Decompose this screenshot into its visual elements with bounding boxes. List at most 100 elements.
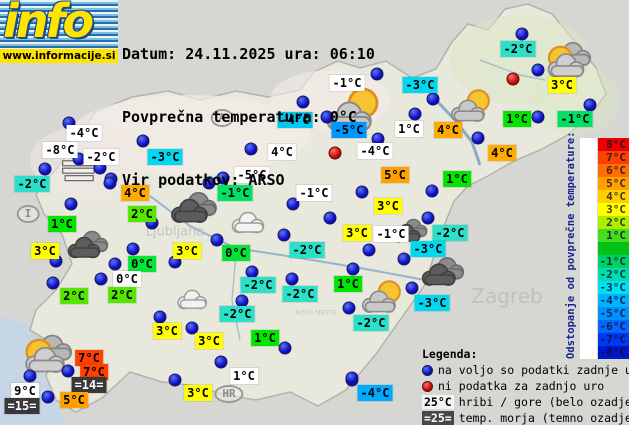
station-temp-label: 2°C xyxy=(108,287,136,303)
road-marker-hr: HR xyxy=(214,385,244,403)
station-dot-blue xyxy=(202,176,216,190)
logo-site-link[interactable]: www.informacije.si xyxy=(0,49,118,63)
station-temp-label: 7°C xyxy=(75,350,103,366)
scale-cell: -6°C xyxy=(598,320,629,333)
station-temp-label: -5°C xyxy=(234,167,270,183)
station-dot-blue xyxy=(323,211,337,225)
station-temp-label: 3°C xyxy=(343,225,371,241)
scale-cell: 2°C xyxy=(598,216,629,229)
station-dot-blue xyxy=(216,171,230,185)
scale-cell: 7°C xyxy=(598,151,629,164)
station-temp-label: 2°C xyxy=(60,288,88,304)
scale-cell: -3°C xyxy=(598,281,629,294)
station-dot-red xyxy=(506,72,520,86)
scale-cell: -2°C xyxy=(598,268,629,281)
scale-cell xyxy=(598,242,629,255)
station-temp-label: 1°C xyxy=(230,368,258,384)
scale-cell: 4°C xyxy=(598,190,629,203)
station-dot-blue xyxy=(214,355,228,369)
legend-item: 25°C hribi / gore (belo ozadje) xyxy=(422,395,629,409)
light-cloud-icon xyxy=(227,204,273,244)
station-temp-label: -3°C xyxy=(410,241,446,257)
legend-chip: 25°C xyxy=(422,395,454,409)
station-temp-label: 9°C xyxy=(11,383,39,399)
header-avg-temp-line: Povprečna temperatura: 0°C xyxy=(122,108,357,126)
temperature-color-scale: 8°C 7°C 6°C 5°C 4°C 3°C 2°C 1°C -1°C -2°C -3°C -4°C… xyxy=(598,138,629,359)
station-dot-blue xyxy=(38,162,52,176)
scale-cell: 8°C xyxy=(598,138,629,151)
scale-cell: -1°C xyxy=(598,255,629,268)
station-temp-label: -2°C xyxy=(83,149,119,165)
station-temp-label: -2°C xyxy=(500,41,536,57)
station-temp-label: 4°C xyxy=(488,145,516,161)
station-temp-label: -2°C xyxy=(14,176,50,192)
header-date-line: Datum: 24.11.2025 ura: 06:10 xyxy=(122,45,375,63)
station-dot-blue xyxy=(583,98,597,112)
legend-item-text: na voljo so podatki zadnje ure xyxy=(438,363,629,377)
scale-cell: -4°C xyxy=(598,294,629,307)
station-dot-blue xyxy=(531,110,545,124)
station-temp-label: 4°C xyxy=(434,122,462,138)
station-temp-label: 1°C xyxy=(503,111,531,127)
station-dot-blue xyxy=(94,272,108,286)
station-temp-label: -1°C xyxy=(373,226,409,242)
station-temp-label: -1°C xyxy=(329,75,365,91)
station-dot-blue xyxy=(346,262,360,276)
station-temp-label: -4°C xyxy=(277,112,313,128)
station-temp-label: 1°C xyxy=(251,330,279,346)
city-label: Zagreb xyxy=(471,284,543,308)
sun-cloud-icon xyxy=(446,87,494,129)
scale-cell: -7°C xyxy=(598,333,629,346)
station-temp-label: =14= xyxy=(71,377,107,393)
station-dot-blue xyxy=(471,131,485,145)
scale-title: Odstopanje od povprečne temperature: xyxy=(565,131,597,359)
station-temp-label: 3°C xyxy=(173,243,201,259)
legend-item-text: hribi / gore (belo ozadje) xyxy=(458,395,629,409)
dark-cloud-icon xyxy=(419,253,467,295)
station-dot-blue xyxy=(342,301,356,315)
dark-cloud-icon xyxy=(168,188,220,233)
dark-cloud-icon xyxy=(65,227,111,267)
station-temp-label: -3°C xyxy=(147,149,183,165)
station-temp-label: -2°C xyxy=(219,306,255,322)
sun-clouds-icon xyxy=(17,330,73,378)
station-temp-label: 2°C xyxy=(128,206,156,222)
legend-item: =25= temp. morja (temno ozadje) xyxy=(422,411,629,425)
logo-stripes xyxy=(0,0,118,49)
station-dot-blue xyxy=(126,242,140,256)
station-dot-blue xyxy=(23,369,37,383)
station-temp-label: -2°C xyxy=(353,315,389,331)
station-temp-label: -2°C xyxy=(289,242,325,258)
legend-item: ni podatka za zadnjo uro xyxy=(422,379,629,393)
station-dot-blue xyxy=(210,233,224,247)
station-dot-blue xyxy=(370,67,384,81)
scale-cell: -8°C xyxy=(598,346,629,359)
site-logo: info www.informacije.si xyxy=(0,0,118,63)
road-marker-i: I xyxy=(16,205,40,223)
sun-cloud-icon xyxy=(357,278,405,320)
road-marker-a: A xyxy=(210,109,234,127)
station-dot-blue xyxy=(136,134,150,148)
station-dot-blue xyxy=(345,371,359,385)
scale-cell: 1°C xyxy=(598,229,629,242)
station-dot-blue xyxy=(168,373,182,387)
header-source-line: Vir podatkov: ARSO xyxy=(122,171,285,189)
scale-cell: 5°C xyxy=(598,177,629,190)
station-temp-label: 0°C xyxy=(113,271,141,287)
station-dot-blue xyxy=(185,321,199,335)
header: Datum: 24.11.2025 ura: 06:10 Povprečna t… xyxy=(122,2,375,212)
station-temp-label: -2°C xyxy=(282,286,318,302)
station-temp-label: 5°C xyxy=(381,167,409,183)
station-dot-blue xyxy=(426,92,440,106)
station-temp-label: -2°C xyxy=(240,277,276,293)
scale-cell: 3°C xyxy=(598,203,629,216)
station-dot-blue xyxy=(46,276,60,290)
legend-title: Legenda: xyxy=(422,347,478,361)
station-temp-label: 4°C xyxy=(121,185,149,201)
station-dot-blue xyxy=(405,281,419,295)
station-temp-label: 3°C xyxy=(184,385,212,401)
legend: Legenda: na voljo so podatki zadnje ure n… xyxy=(422,347,629,425)
station-dot-blue xyxy=(244,142,258,156)
legend-blue-dot-icon xyxy=(422,364,433,376)
station-temp-label: -5°C xyxy=(331,122,367,138)
